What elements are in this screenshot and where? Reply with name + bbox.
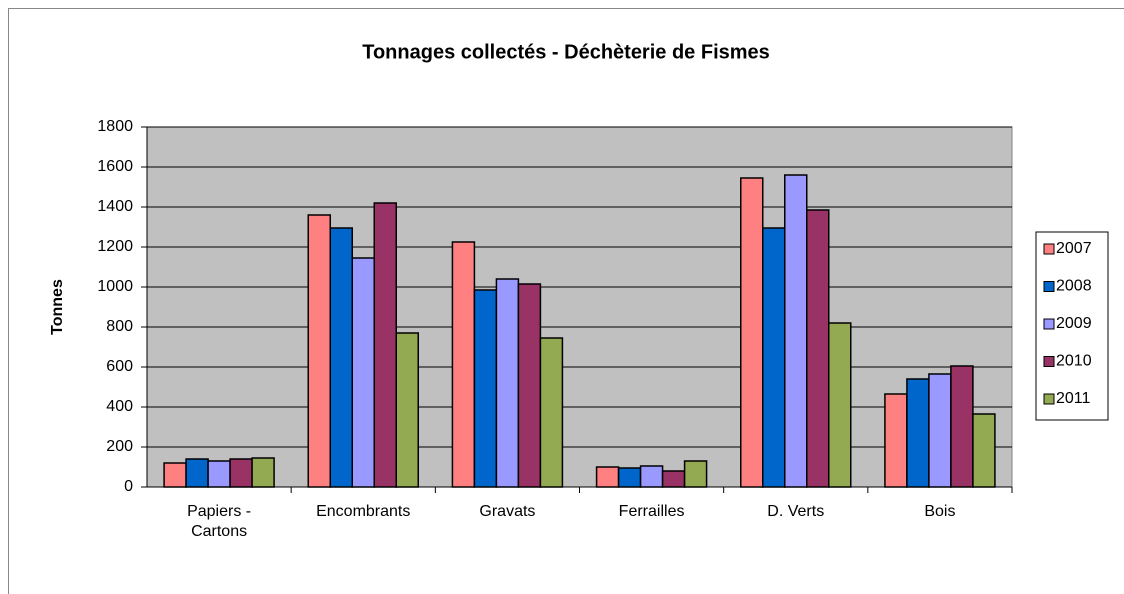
- bar: [828, 322, 852, 488]
- bar: [884, 393, 908, 488]
- x-tick-label: Gravats: [479, 503, 536, 520]
- bar: [329, 227, 353, 488]
- chart-frame: [8, 8, 1124, 594]
- legend-swatch: [1043, 393, 1055, 405]
- bar: [373, 202, 397, 488]
- y-tick-label: 600: [106, 358, 133, 375]
- legend-label: 2007: [1056, 240, 1092, 257]
- legend-swatch: [1043, 356, 1055, 367]
- plot-area: [146, 126, 1013, 488]
- bar: [185, 458, 209, 488]
- bar: [639, 465, 664, 488]
- bar: [395, 332, 419, 488]
- legend-label: 2011: [1056, 390, 1091, 407]
- x-tick-label: Papiers - Cartons: [187, 503, 252, 540]
- bar: [617, 467, 642, 488]
- legend-swatch: [1043, 281, 1055, 292]
- bar: [740, 177, 764, 488]
- x-tick-label: D. Verts: [767, 503, 825, 520]
- x-tick-label: Encombrants: [316, 503, 411, 520]
- bar: [163, 462, 187, 488]
- bar: [251, 457, 275, 488]
- bar: [972, 413, 996, 488]
- bar: [451, 241, 476, 488]
- chart-title: Tonnages collectés - Déchèterie de Fisme…: [362, 41, 770, 63]
- y-tick-label: 1000: [97, 278, 133, 295]
- x-tick-label: Ferrailles: [618, 503, 685, 520]
- x-tick-label: Bois: [924, 503, 956, 520]
- y-tick-label: 1400: [97, 198, 133, 215]
- legend-swatch: [1043, 318, 1055, 330]
- bar: [539, 337, 564, 488]
- bar: [784, 174, 808, 488]
- y-tick-label: 200: [106, 438, 133, 455]
- y-axis-label: Tonnes: [49, 279, 66, 335]
- bar: [806, 209, 830, 488]
- bar: [517, 283, 542, 488]
- bar: [683, 460, 708, 488]
- bar: [595, 466, 620, 488]
- legend-label: 2008: [1056, 278, 1092, 295]
- bar: [495, 278, 520, 488]
- bar: [351, 257, 375, 488]
- y-tick-label: 800: [106, 318, 133, 335]
- bar: [207, 460, 231, 488]
- bar: [473, 289, 498, 488]
- y-tick-label: 1600: [97, 158, 133, 175]
- bar: [928, 373, 952, 488]
- y-tick-label: 1200: [97, 238, 133, 255]
- bar: [906, 378, 930, 488]
- legend-label: 2009: [1056, 315, 1092, 332]
- bar: [307, 214, 331, 488]
- bar: [229, 458, 253, 488]
- bar: [762, 227, 786, 488]
- legend-label: 2010: [1056, 353, 1092, 370]
- y-tick-label: 400: [106, 398, 133, 415]
- legend-swatch: [1043, 243, 1055, 255]
- y-tick-label: 1800: [97, 118, 133, 135]
- y-tick-label: 0: [124, 478, 133, 495]
- bar: [661, 470, 686, 488]
- bar: [950, 365, 974, 488]
